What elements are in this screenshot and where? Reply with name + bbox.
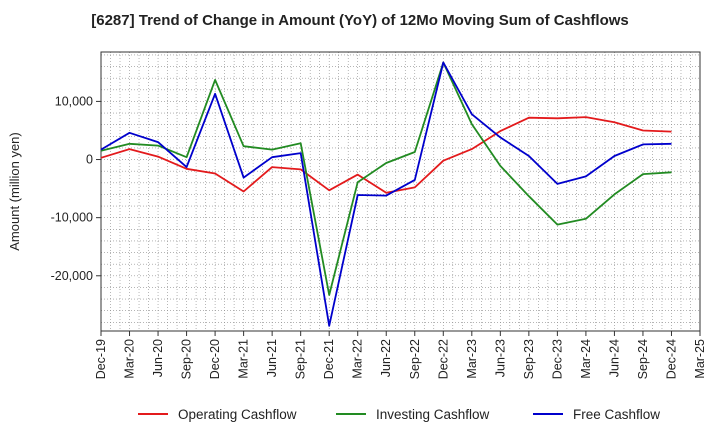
x-tick-label: Mar-24 — [579, 339, 593, 379]
series-line-2 — [100, 61, 672, 296]
x-tick-label: Dec-20 — [208, 339, 222, 379]
x-tick-label: Dec-22 — [436, 339, 450, 379]
legend-label: Free Cashflow — [573, 407, 660, 422]
x-tick-label: Dec-19 — [94, 339, 108, 379]
y-axis-title: Amount (million yen) — [7, 132, 22, 251]
y-tick-label: 10,000 — [55, 94, 93, 108]
plot-area — [100, 51, 701, 332]
x-tick-label: Jun-21 — [265, 339, 279, 377]
y-tick-label: -10,000 — [51, 211, 93, 225]
series-group — [100, 61, 672, 327]
x-tick-label: Dec-24 — [664, 339, 678, 379]
y-tick-label: -20,000 — [51, 269, 93, 283]
x-tick-label: Mar-20 — [123, 339, 137, 379]
y-axis: 10,000 0 -10,000 -20,000 — [51, 94, 101, 283]
grid — [100, 52, 701, 331]
x-tick-label: Sep-24 — [636, 339, 650, 379]
x-tick-label: Jun-22 — [379, 339, 393, 377]
x-tick-label: Jun-24 — [607, 339, 621, 377]
x-tick-label: Sep-20 — [180, 339, 194, 379]
x-tick-label: Sep-21 — [294, 339, 308, 379]
x-tick-label: Dec-21 — [322, 339, 336, 379]
x-tick-label: Jun-23 — [493, 339, 507, 377]
series-line-1 — [100, 116, 672, 194]
x-tick-label: Sep-22 — [408, 339, 422, 379]
x-tick-label: Sep-23 — [522, 339, 536, 379]
x-tick-label: Mar-23 — [465, 339, 479, 379]
x-tick-label: Mar-22 — [351, 339, 365, 379]
legend-label: Investing Cashflow — [376, 407, 490, 422]
x-tick-label: Mar-25 — [693, 339, 707, 379]
x-axis: Dec-19 Mar-20 Jun-20 Sep-20 Dec-20 Mar-21 Jun-… — [94, 331, 707, 379]
legend: Operating Cashflow Investing Cashflow Free… — [138, 407, 660, 422]
x-tick-label: Jun-20 — [151, 339, 165, 377]
chart-title: [6287] Trend of Change in Amount (YoY) o… — [91, 12, 629, 29]
series-line-3 — [100, 61, 672, 327]
x-tick-label: Mar-21 — [237, 339, 251, 379]
legend-label: Operating Cashflow — [178, 407, 297, 422]
y-tick-label: 0 — [86, 153, 93, 167]
x-tick-label: Dec-23 — [550, 339, 564, 379]
